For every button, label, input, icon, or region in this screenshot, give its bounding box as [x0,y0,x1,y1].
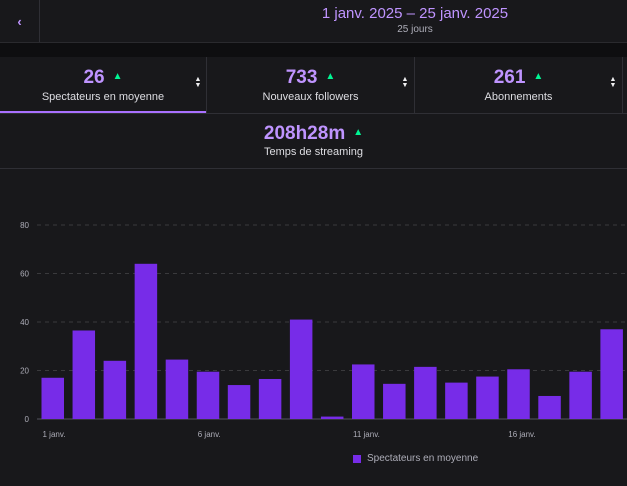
stat-value: 733 [285,67,318,88]
trend-up-icon: ▲ [533,71,544,82]
chart-bar[interactable] [445,382,468,419]
chart-bar[interactable] [352,364,375,419]
y-tick-label: 0 [25,415,30,424]
stat-label: Spectateurs en moyenne [41,91,165,103]
chart-bar[interactable] [476,376,499,419]
stat-label: Temps de streaming [263,146,364,158]
chart-bar[interactable] [227,385,251,419]
stats-tiles: 26 ▲ Spectateurs en moyenne ▲ ▼ 733 ▲ Nouve… [0,57,627,114]
back-button[interactable]: ‹ [0,0,40,42]
y-tick-label: 40 [20,318,29,327]
trend-up-icon: ▲ [112,71,123,82]
chart-legend[interactable]: Spectateurs en moyenne [353,453,478,464]
chart-bar[interactable] [507,369,530,419]
date-header: ‹ 1 janv. 2025 – 25 janv. 2025 25 jours [0,0,627,43]
sort-icon[interactable]: ▲ ▼ [194,76,202,89]
sort-icon[interactable]: ▲ ▼ [401,76,409,89]
chart-bar[interactable] [600,329,623,419]
separator [0,43,627,57]
x-tick-label: 11 janv. [353,430,380,439]
chart-bar[interactable] [414,366,437,419]
trend-up-icon: ▲ [325,71,336,82]
stat-value: 261 [493,67,526,88]
trend-up-icon: ▲ [353,127,364,138]
chart-bar[interactable] [165,359,189,419]
stat-label: Nouveaux followers [262,91,359,103]
chevron-left-icon: ‹ [17,13,22,29]
chart-bar[interactable] [103,360,127,419]
legend-label: Spectateurs en moyenne [367,453,479,464]
x-tick-label: 16 janv. [508,430,535,439]
chart-bar[interactable] [41,377,65,419]
x-tick-label: 1 janv. [43,430,66,439]
sort-icon[interactable]: ▲ ▼ [609,76,617,89]
chart-bar[interactable] [383,383,406,419]
bar-chart: 0 20 40 60 80 1 janv. 6 janv. 11 janv. 16 janv. [20,221,627,439]
y-tick-label: 60 [20,270,29,279]
x-tick-label: 6 janv. [198,430,221,439]
stat-label: Abonnements [484,91,553,103]
chart-area: 0 20 40 60 80 1 janv. 6 janv. 11 janv. 16 janv. [0,169,627,481]
chart-bar[interactable] [289,319,313,419]
chart-bar[interactable] [196,371,220,419]
chart-bar[interactable] [134,263,158,419]
chart-bar[interactable] [569,371,592,419]
chart-bar[interactable] [320,416,344,419]
stat-value: 208h28m [263,123,346,144]
legend-swatch [353,454,361,463]
y-tick-label: 20 [20,367,29,376]
date-range: 1 janv. 2025 – 25 janv. 2025 25 jours [250,5,580,37]
chart-bar[interactable] [72,330,96,419]
date-range-title: 1 janv. 2025 – 25 janv. 2025 [321,5,509,22]
chart-bar[interactable] [258,378,282,419]
stat-tile-followers[interactable]: 733 ▲ Nouveaux followers ▲ ▼ [207,57,415,113]
stat-tile-subscriptions[interactable]: 261 ▲ Abonnements ▲ ▼ [415,57,623,113]
y-tick-label: 80 [20,221,29,230]
stat-value: 26 [83,67,105,88]
stat-tile-stream-time: 208h28m ▲ Temps de streaming [0,114,627,169]
date-range-days: 25 jours [397,24,433,35]
stat-tile-avg-viewers[interactable]: 26 ▲ Spectateurs en moyenne ▲ ▼ [0,57,207,113]
chart-bar[interactable] [538,395,561,419]
